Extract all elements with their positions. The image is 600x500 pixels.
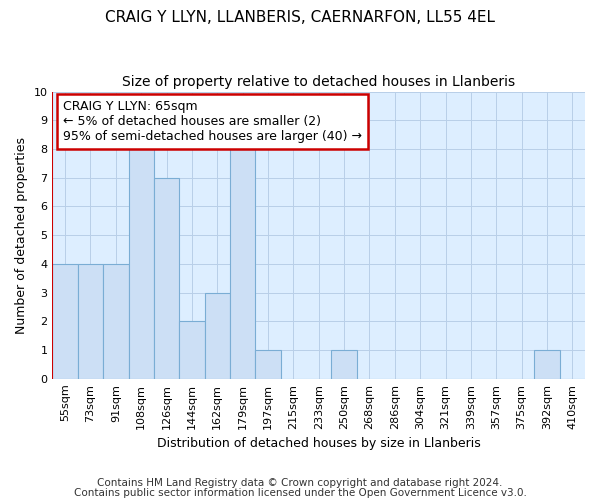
X-axis label: Distribution of detached houses by size in Llanberis: Distribution of detached houses by size …	[157, 437, 481, 450]
Bar	[78, 264, 103, 379]
Text: Contains HM Land Registry data © Crown copyright and database right 2024.: Contains HM Land Registry data © Crown c…	[97, 478, 503, 488]
Title: Size of property relative to detached houses in Llanberis: Size of property relative to detached ho…	[122, 75, 515, 89]
Text: CRAIG Y LLYN, LLANBERIS, CAERNARFON, LL55 4EL: CRAIG Y LLYN, LLANBERIS, CAERNARFON, LL5…	[105, 10, 495, 25]
Bar	[179, 322, 205, 379]
Bar	[331, 350, 357, 379]
Text: CRAIG Y LLYN: 65sqm
← 5% of detached houses are smaller (2)
95% of semi-detached: CRAIG Y LLYN: 65sqm ← 5% of detached hou…	[63, 100, 362, 143]
Bar	[103, 264, 128, 379]
Text: Contains public sector information licensed under the Open Government Licence v3: Contains public sector information licen…	[74, 488, 526, 498]
Bar	[154, 178, 179, 379]
Bar	[205, 292, 230, 379]
Y-axis label: Number of detached properties: Number of detached properties	[15, 136, 28, 334]
Bar	[256, 350, 281, 379]
Bar	[52, 264, 78, 379]
Bar	[128, 149, 154, 379]
Bar	[230, 149, 256, 379]
Bar	[534, 350, 560, 379]
